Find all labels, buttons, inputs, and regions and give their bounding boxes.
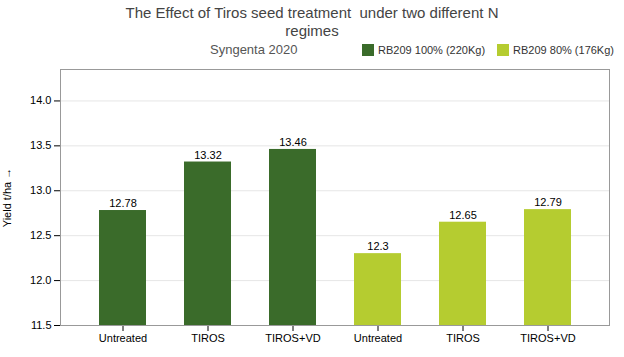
- svg-text:12.65: 12.65: [449, 209, 477, 221]
- svg-text:TIROS+VD: TIROS+VD: [265, 332, 320, 344]
- svg-text:Untreated: Untreated: [354, 332, 402, 344]
- svg-text:12.0: 12.0: [30, 274, 51, 286]
- html-text:RB209 80% (176Kg): RB209 80% (176Kg): [513, 43, 614, 56]
- html-text:RB209 100% (220Kg): RB209 100% (220Kg): [378, 43, 486, 56]
- svg-text:13.46: 13.46: [279, 136, 307, 148]
- svg-text:12.3: 12.3: [367, 240, 388, 252]
- svg-text:Untreated: Untreated: [99, 332, 147, 344]
- svg-text:Yield t/ha →: Yield t/ha →: [1, 168, 13, 228]
- html-text:The Effect of Tiros seed treat: The Effect of Tiros seed treatment under…: [125, 4, 499, 39]
- svg-text:14.0: 14.0: [30, 94, 51, 106]
- svg-text:13.5: 13.5: [30, 139, 51, 151]
- svg-text:13.0: 13.0: [30, 184, 51, 196]
- html-text:Syngenta 2020: Syngenta 2020: [210, 42, 298, 57]
- svg-text:11.5: 11.5: [31, 319, 52, 331]
- svg-text:TIROS: TIROS: [446, 332, 480, 344]
- svg-text:12.79: 12.79: [534, 196, 562, 208]
- svg-text:12.5: 12.5: [30, 229, 51, 241]
- svg-text:12.78: 12.78: [109, 197, 137, 209]
- svg-text:TIROS: TIROS: [191, 332, 225, 344]
- svg-text:TIROS+VD: TIROS+VD: [520, 332, 575, 344]
- svg-text:13.32: 13.32: [194, 149, 222, 161]
